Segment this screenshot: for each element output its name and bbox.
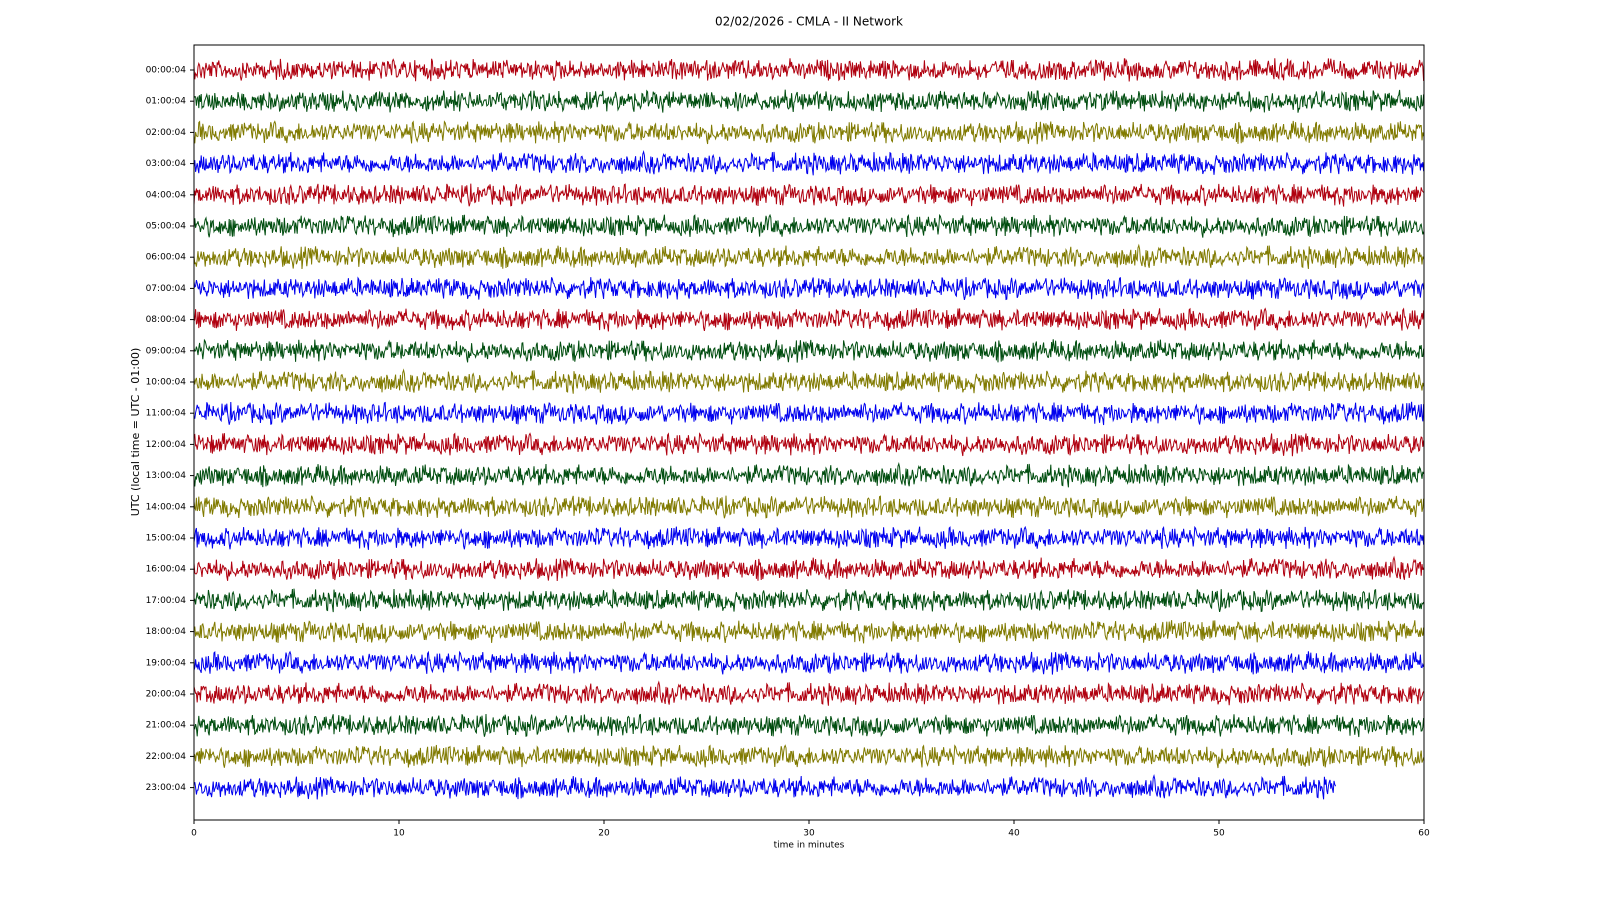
y-tick-label: 09:00:04 [146, 346, 187, 356]
x-tick-label: 60 [1418, 829, 1430, 839]
y-tick-label: 07:00:04 [146, 284, 187, 294]
y-tick-label: 06:00:04 [146, 253, 187, 263]
seismic-trace [193, 368, 1425, 394]
y-tick-label: 11:00:04 [146, 409, 187, 419]
y-tick-label: 22:00:04 [146, 752, 187, 762]
seismic-trace [193, 276, 1425, 301]
y-tick-label: 23:00:04 [146, 783, 187, 793]
y-tick-label: 02:00:04 [146, 128, 187, 138]
x-tick-label: 20 [598, 829, 610, 839]
seismic-trace [193, 58, 1425, 82]
seismic-trace [193, 401, 1425, 426]
y-tick-label: 21:00:04 [146, 721, 187, 731]
y-tick-label: 15:00:04 [146, 534, 187, 544]
y-tick-label: 05:00:04 [146, 222, 187, 232]
seismic-trace [193, 183, 1424, 207]
traces [193, 58, 1425, 800]
seismic-trace [193, 495, 1425, 519]
x-tick-label: 50 [1213, 829, 1225, 839]
seismic-trace [193, 89, 1425, 113]
y-axis-label: UTC (local time = UTC - 01:00) [129, 348, 142, 517]
seismic-trace [193, 243, 1425, 270]
seismic-trace [193, 338, 1425, 363]
seismic-trace [193, 650, 1425, 675]
seismic-trace [193, 461, 1425, 488]
seismic-trace [193, 525, 1425, 550]
y-tick-label: 20:00:04 [146, 690, 187, 700]
seismic-trace [193, 555, 1425, 582]
seismic-trace [193, 588, 1425, 613]
x-tick-label: 40 [1008, 829, 1020, 839]
seismic-trace [193, 773, 1337, 800]
seismic-trace [193, 120, 1425, 145]
seismic-trace [193, 680, 1425, 706]
y-tick-label: 19:00:04 [146, 658, 187, 668]
seismic-trace [193, 307, 1425, 332]
y-tick-label: 10:00:04 [146, 378, 187, 388]
x-tick-label: 10 [393, 829, 405, 839]
seismic-trace [193, 620, 1425, 644]
x-tick-label: 30 [803, 829, 815, 839]
x-tick-label: 0 [191, 829, 197, 839]
y-tick-label: 03:00:04 [146, 159, 187, 169]
y-tick-label: 14:00:04 [146, 502, 187, 512]
chart-title: 02/02/2026 - CMLA - II Network [715, 15, 903, 29]
y-tick-label: 18:00:04 [146, 627, 187, 637]
seismic-trace [193, 213, 1425, 238]
y-tick-label: 00:00:04 [146, 66, 187, 76]
y-tick-label: 16:00:04 [146, 565, 187, 575]
y-tick-label: 13:00:04 [146, 471, 187, 481]
x-axis-label: time in minutes [774, 841, 845, 851]
y-tick-label: 04:00:04 [146, 190, 187, 200]
seismic-trace [193, 149, 1425, 176]
y-tick-label: 08:00:04 [146, 315, 187, 325]
seismic-trace [193, 713, 1425, 738]
seismic-trace [193, 744, 1425, 769]
y-tick-label: 12:00:04 [146, 440, 187, 450]
seismic-trace [193, 432, 1425, 457]
y-tick-label: 17:00:04 [146, 596, 187, 606]
y-tick-label: 01:00:04 [146, 97, 187, 107]
